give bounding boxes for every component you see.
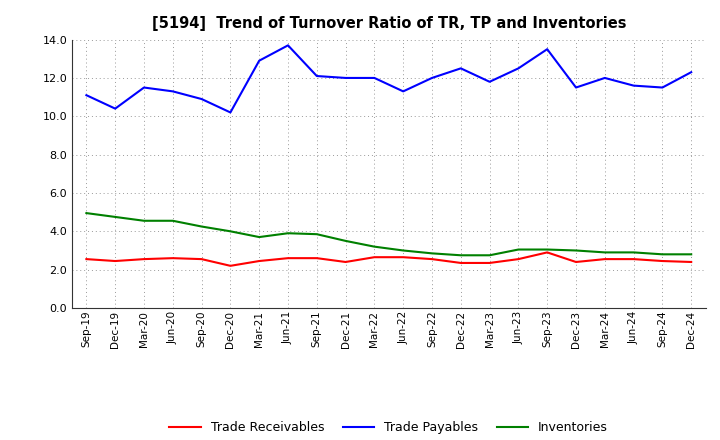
- Trade Receivables: [543, 250, 552, 255]
- Inventories: [226, 229, 235, 234]
- Trade Receivables: [485, 260, 494, 266]
- Trade Receivables: [82, 257, 91, 262]
- Trade Payables: [370, 75, 379, 81]
- Inventories: [341, 238, 350, 244]
- Trade Receivables: [111, 258, 120, 264]
- Trade Payables: [600, 75, 609, 81]
- Trade Payables: [168, 89, 177, 94]
- Inventories: [514, 247, 523, 252]
- Trade Payables: [111, 106, 120, 111]
- Trade Receivables: [197, 257, 206, 262]
- Trade Receivables: [658, 258, 667, 264]
- Inventories: [312, 231, 321, 237]
- Inventories: [82, 210, 91, 216]
- Trade Receivables: [226, 263, 235, 268]
- Inventories: [370, 244, 379, 249]
- Line: Inventories: Inventories: [86, 213, 691, 255]
- Trade Receivables: [629, 257, 638, 262]
- Inventories: [428, 251, 436, 256]
- Inventories: [399, 248, 408, 253]
- Inventories: [197, 224, 206, 229]
- Trade Payables: [255, 58, 264, 63]
- Trade Receivables: [572, 259, 580, 264]
- Inventories: [456, 253, 465, 258]
- Inventories: [485, 253, 494, 258]
- Trade Payables: [658, 85, 667, 90]
- Trade Receivables: [600, 257, 609, 262]
- Inventories: [255, 235, 264, 240]
- Trade Receivables: [140, 257, 148, 262]
- Trade Receivables: [456, 260, 465, 266]
- Trade Receivables: [399, 255, 408, 260]
- Legend: Trade Receivables, Trade Payables, Inventories: Trade Receivables, Trade Payables, Inven…: [164, 416, 613, 439]
- Trade Payables: [284, 43, 292, 48]
- Trade Payables: [687, 70, 696, 75]
- Trade Payables: [514, 66, 523, 71]
- Trade Payables: [226, 110, 235, 115]
- Trade Receivables: [370, 255, 379, 260]
- Inventories: [687, 252, 696, 257]
- Inventories: [629, 250, 638, 255]
- Trade Payables: [629, 83, 638, 88]
- Trade Receivables: [168, 256, 177, 261]
- Inventories: [140, 218, 148, 224]
- Trade Receivables: [312, 256, 321, 261]
- Trade Payables: [543, 47, 552, 52]
- Inventories: [572, 248, 580, 253]
- Trade Receivables: [514, 257, 523, 262]
- Line: Trade Payables: Trade Payables: [86, 45, 691, 113]
- Trade Payables: [399, 89, 408, 94]
- Inventories: [111, 214, 120, 220]
- Inventories: [600, 250, 609, 255]
- Inventories: [658, 252, 667, 257]
- Trade Receivables: [341, 259, 350, 264]
- Trade Receivables: [687, 259, 696, 264]
- Trade Payables: [572, 85, 580, 90]
- Line: Trade Receivables: Trade Receivables: [86, 253, 691, 266]
- Trade Payables: [312, 73, 321, 79]
- Title: [5194]  Trend of Turnover Ratio of TR, TP and Inventories: [5194] Trend of Turnover Ratio of TR, TP…: [151, 16, 626, 32]
- Trade Payables: [428, 75, 436, 81]
- Trade Payables: [140, 85, 148, 90]
- Trade Receivables: [255, 258, 264, 264]
- Inventories: [168, 218, 177, 224]
- Trade Payables: [485, 79, 494, 84]
- Inventories: [284, 231, 292, 236]
- Trade Payables: [197, 96, 206, 102]
- Trade Payables: [82, 92, 91, 98]
- Trade Receivables: [284, 256, 292, 261]
- Trade Payables: [456, 66, 465, 71]
- Inventories: [543, 247, 552, 252]
- Trade Receivables: [428, 257, 436, 262]
- Trade Payables: [341, 75, 350, 81]
